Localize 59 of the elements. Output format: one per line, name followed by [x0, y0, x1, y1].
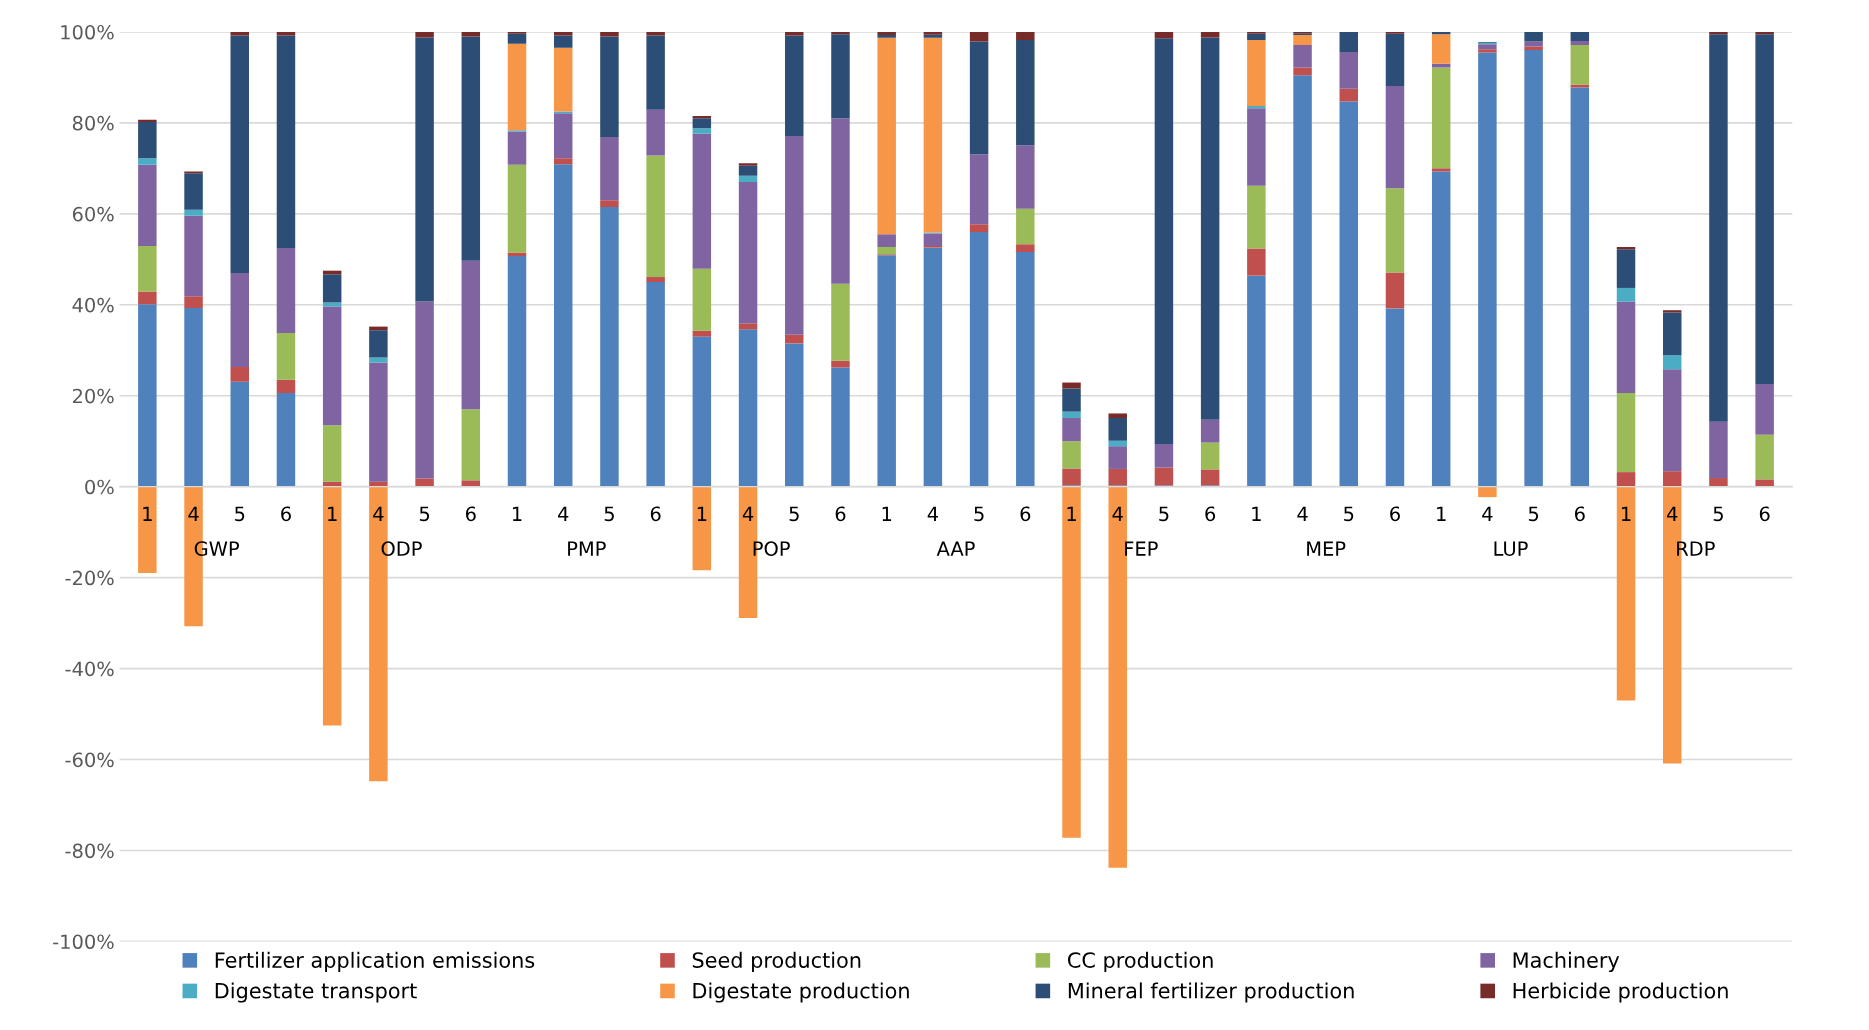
y-tick-label: 60%: [72, 206, 114, 222]
x-tick-label: 5: [1713, 506, 1723, 522]
x-tick-label: 6: [835, 506, 846, 522]
x-tick-label: 5: [974, 506, 984, 522]
x-tick-label: 5: [419, 506, 430, 522]
x-tick-label: 6: [1574, 506, 1585, 522]
legend-label: Fertilizer application emissions: [215, 951, 535, 972]
x-tick-label: 6: [650, 506, 661, 522]
y-tick-label: -100%: [53, 934, 114, 950]
legend-label: CC production: [1067, 951, 1213, 972]
x-tick-label: 5: [235, 506, 245, 522]
legend-label: Herbicide production: [1513, 982, 1728, 1003]
x-tick-label: 4: [188, 506, 199, 521]
x-tick-label: 5: [1344, 506, 1354, 522]
x-tick-label: 1: [882, 506, 892, 521]
y-tick-label: 80%: [72, 115, 114, 131]
legend-label: Digestate production: [693, 982, 909, 1003]
y-tick-label: 0%: [85, 479, 114, 495]
x-tick-label: 1: [1252, 506, 1261, 521]
x-tick-label: 6: [1759, 506, 1770, 522]
x-tick-label: 5: [1528, 506, 1539, 522]
x-tick-label: 1: [1437, 506, 1446, 521]
y-tick-label: 20%: [72, 388, 114, 404]
x-tick-label: 6: [1020, 506, 1031, 522]
y-tick-label: -20%: [65, 570, 114, 586]
x-tick-label: 4: [1297, 506, 1308, 521]
annotation: AAP: [936, 541, 975, 556]
legend-label: Machinery: [1513, 951, 1620, 972]
legend-label: Digestate transport: [215, 982, 417, 1003]
x-tick-label: 1: [328, 506, 337, 521]
y-tick-label: -60%: [65, 752, 114, 768]
x-tick-label: 4: [1482, 506, 1493, 521]
x-tick-label: 4: [742, 506, 754, 521]
x-tick-label: 1: [1621, 506, 1631, 521]
x-tick-label: 6: [281, 506, 291, 522]
x-tick-label: 1: [143, 506, 152, 521]
annotation: LUP: [1494, 541, 1528, 556]
x-tick-label: 6: [465, 506, 476, 522]
x-tick-label: 1: [512, 506, 522, 521]
x-tick-label: 4: [1666, 506, 1678, 521]
x-tick-label: 1: [1067, 506, 1076, 521]
x-tick-label: 4: [1112, 506, 1123, 521]
x-tick-label: 6: [1390, 506, 1400, 522]
legend-label: Seed production: [692, 951, 861, 972]
annotation: PMP: [568, 541, 606, 556]
x-tick-label: 5: [1159, 506, 1169, 522]
x-tick-label: 4: [557, 506, 569, 521]
annotation: MEP: [1307, 541, 1346, 556]
x-tick-label: 4: [927, 506, 938, 521]
y-tick-label: -40%: [65, 661, 114, 677]
x-tick-label: 5: [789, 506, 799, 522]
y-tick-label: 100%: [61, 24, 114, 40]
x-tick-label: 4: [373, 506, 384, 521]
x-tick-label: 5: [604, 506, 614, 522]
x-tick-label: 1: [697, 506, 707, 521]
x-tick-label: 6: [1205, 506, 1216, 522]
y-tick-label: 40%: [72, 297, 114, 313]
legend-label: Mineral fertilizer production: [1068, 982, 1354, 1003]
y-tick-label: -80%: [65, 843, 114, 859]
